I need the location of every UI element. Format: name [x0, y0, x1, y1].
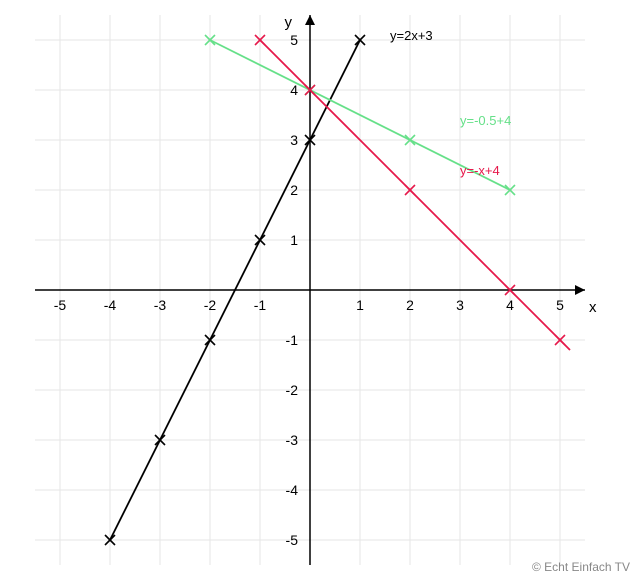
y-axis-label: y [285, 14, 293, 31]
x-tick-label: 5 [556, 297, 564, 313]
x-axis-label: x [589, 299, 597, 316]
x-tick-label: -4 [104, 297, 117, 313]
copyright-text: © Echt Einfach TV [532, 560, 630, 574]
y-tick-label: -3 [286, 432, 299, 448]
y-tick-label: 5 [290, 32, 298, 48]
x-tick-label: 4 [506, 297, 514, 313]
line-red-label: y=-x+4 [460, 163, 500, 178]
y-tick-label: -2 [286, 382, 299, 398]
y-tick-label: 2 [290, 182, 298, 198]
y-tick-label: 3 [290, 132, 298, 148]
x-tick-label: 2 [406, 297, 414, 313]
x-tick-label: -1 [254, 297, 267, 313]
y-tick-label: -1 [286, 332, 299, 348]
y-tick-label: -4 [286, 482, 299, 498]
y-tick-label: 1 [290, 232, 298, 248]
x-tick-label: -5 [54, 297, 67, 313]
coordinate-chart: xy-5-4-3-2-112345-5-4-3-2-112345y=2x+3y=… [0, 0, 640, 580]
x-tick-label: -3 [154, 297, 167, 313]
line-green-label: y=-0.5+4 [460, 113, 511, 128]
chart-container: xy-5-4-3-2-112345-5-4-3-2-112345y=2x+3y=… [0, 0, 640, 580]
x-tick-label: -2 [204, 297, 217, 313]
y-tick-label: -5 [286, 532, 299, 548]
x-tick-label: 1 [356, 297, 364, 313]
line-black-label: y=2x+3 [390, 28, 433, 43]
x-tick-label: 3 [456, 297, 464, 313]
